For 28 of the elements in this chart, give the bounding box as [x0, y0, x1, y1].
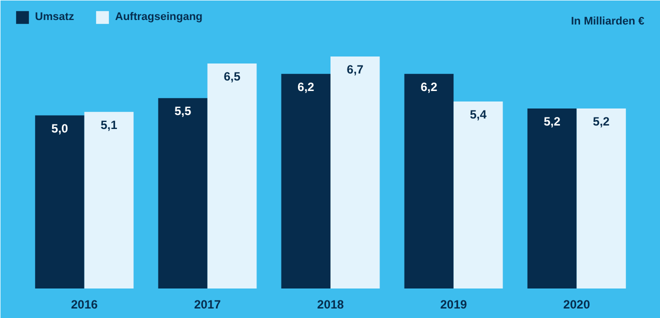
data-label: 5,0 — [51, 121, 68, 136]
bar — [454, 102, 503, 288]
bar — [84, 112, 134, 288]
data-label: 5,1 — [100, 118, 118, 132]
legend-label: Umsatz — [35, 11, 74, 23]
data-label: 6,7 — [346, 62, 364, 77]
data-label: 6,2 — [298, 80, 315, 94]
x-tick-label: 2020 — [563, 298, 590, 312]
x-tick-label: 2018 — [317, 298, 344, 312]
text: In Milliarden € — [571, 16, 644, 28]
data-label: 5,5 — [174, 104, 192, 118]
bar — [35, 115, 84, 288]
legend-label: Auftragseingang — [115, 11, 203, 23]
data-label: 5,2 — [592, 114, 610, 128]
bar — [404, 74, 454, 288]
bar — [330, 56, 380, 288]
bar — [158, 98, 208, 288]
bar — [281, 74, 330, 288]
data-label: 6,2 — [420, 80, 438, 94]
x-tick-label: 2019 — [440, 298, 468, 312]
bar — [527, 108, 577, 288]
data-label: 5,2 — [544, 114, 561, 128]
data-label: 6,5 — [224, 69, 241, 84]
x-tick-label: 2016 — [71, 298, 98, 312]
bar — [207, 63, 257, 288]
bar — [576, 108, 626, 288]
data-label: 5,4 — [470, 108, 487, 122]
x-tick-label: 2017 — [194, 298, 222, 312]
